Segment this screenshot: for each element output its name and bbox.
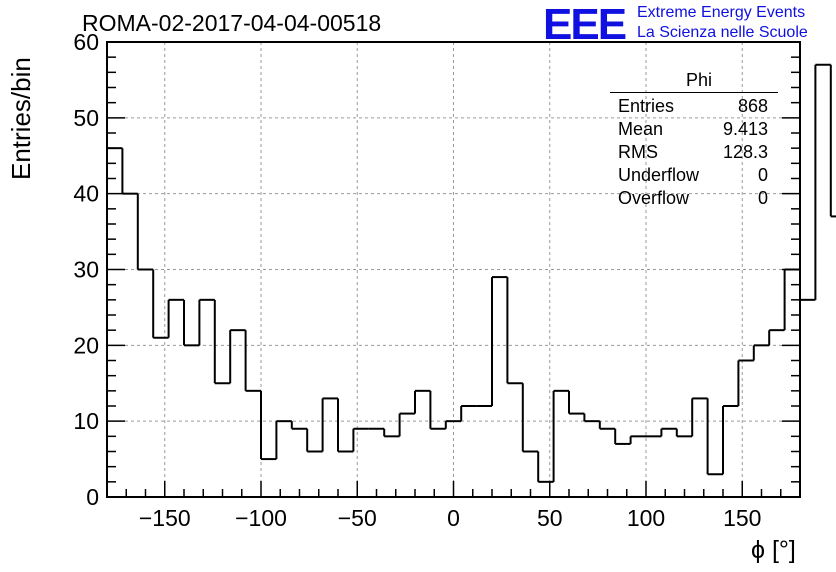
y-tick-label: 0 bbox=[86, 484, 99, 510]
x-tick-label: 50 bbox=[537, 505, 563, 531]
histogram-bin bbox=[321, 397, 338, 452]
y-axis-label: Entries/bin bbox=[6, 57, 36, 180]
stats-value: 868 bbox=[737, 96, 768, 116]
stats-title: Phi bbox=[685, 70, 712, 90]
histogram-bin bbox=[429, 390, 446, 430]
histogram-bin bbox=[244, 330, 261, 392]
eee-logo: EEE bbox=[543, 0, 627, 49]
stats-row-overflow: Overflow 0 bbox=[610, 187, 778, 210]
histogram-bin bbox=[506, 277, 523, 385]
stats-label: Entries bbox=[618, 96, 675, 116]
histogram-series bbox=[106, 63, 836, 497]
histogram-bin bbox=[722, 405, 739, 475]
histogram-bin bbox=[706, 398, 723, 476]
histogram-bin bbox=[198, 298, 215, 346]
stats-value: 9.413 bbox=[722, 119, 768, 139]
stats-value: 0 bbox=[757, 165, 768, 185]
histogram-bin bbox=[106, 147, 123, 497]
histogram-bin bbox=[829, 64, 836, 218]
stats-row-rms: RMS 128.3 bbox=[610, 141, 778, 164]
logo-caption-line2: La Scienza nelle Scuole bbox=[637, 24, 808, 41]
histogram-bin bbox=[260, 390, 277, 461]
x-tick-label: −50 bbox=[338, 505, 377, 531]
histogram-bin bbox=[121, 148, 138, 195]
x-tick-label: 150 bbox=[723, 505, 761, 531]
x-tick-label: 100 bbox=[627, 505, 665, 531]
x-tick-label: 0 bbox=[447, 505, 460, 531]
histogram-bin bbox=[352, 427, 369, 452]
histogram-bin bbox=[167, 298, 184, 338]
histogram-bin bbox=[444, 420, 462, 429]
axis-ticks bbox=[106, 41, 801, 498]
tick-labels: −150 −100 −50 0 50 100 150 0 10 20 30 40 50 60 bbox=[73, 29, 761, 531]
histogram-bin bbox=[306, 428, 323, 453]
stats-value: 0 bbox=[757, 188, 768, 208]
histogram-bin bbox=[814, 63, 831, 300]
y-tick-label: 30 bbox=[73, 257, 99, 283]
histogram-bin bbox=[460, 405, 477, 422]
histogram-bin bbox=[799, 269, 816, 301]
histogram-bin bbox=[275, 420, 292, 460]
stats-label: Mean bbox=[618, 119, 664, 139]
logo-caption-line1: Extreme Energy Events bbox=[637, 4, 806, 21]
histogram-bin bbox=[675, 428, 693, 438]
histogram-bin bbox=[337, 398, 354, 453]
histogram-bin bbox=[568, 390, 585, 415]
stats-row-entries: Entries 868 bbox=[610, 95, 778, 118]
histogram-bin bbox=[229, 329, 246, 384]
histogram-bin bbox=[183, 299, 200, 347]
stats-divider bbox=[610, 92, 778, 93]
histogram-bin bbox=[398, 412, 415, 437]
stats-box: Phi Entries 868 Mean 9.413 RMS 128.3 Und… bbox=[610, 70, 778, 210]
histogram-bin bbox=[660, 427, 677, 437]
stats-label: RMS bbox=[618, 142, 658, 162]
plot-title: ROMA-02-2017-04-04-00518 bbox=[82, 10, 382, 36]
y-tick-label: 20 bbox=[73, 332, 99, 358]
histogram-bin bbox=[383, 428, 400, 438]
histogram-bin bbox=[136, 193, 154, 271]
x-axis-label: ϕ [°] bbox=[751, 536, 796, 564]
histogram-bin bbox=[414, 389, 431, 414]
stats-label: Underflow bbox=[618, 165, 700, 185]
histogram-bin bbox=[552, 389, 569, 482]
histogram-bin bbox=[537, 451, 554, 483]
histogram-bin bbox=[598, 421, 616, 430]
histogram-bin bbox=[583, 413, 600, 423]
histogram-bin bbox=[629, 435, 646, 444]
histogram-bin bbox=[752, 344, 770, 361]
stats-row-underflow: Underflow 0 bbox=[610, 164, 778, 187]
x-tick-label: −150 bbox=[139, 505, 191, 531]
x-tick-label: −100 bbox=[235, 505, 287, 531]
histogram-bin bbox=[691, 397, 708, 437]
y-tick-label: 50 bbox=[73, 105, 99, 131]
histogram-bin bbox=[768, 329, 785, 346]
stats-label: Overflow bbox=[618, 188, 690, 208]
histogram-bin bbox=[521, 383, 539, 453]
y-tick-label: 60 bbox=[73, 29, 99, 55]
histogram-bin bbox=[491, 276, 508, 406]
stats-row-mean: Mean 9.413 bbox=[610, 118, 778, 141]
histogram-bin bbox=[737, 359, 754, 406]
histogram-bin bbox=[614, 428, 631, 445]
y-tick-label: 40 bbox=[73, 181, 99, 207]
stats-value: 128.3 bbox=[722, 142, 768, 162]
histogram-bin bbox=[290, 421, 308, 430]
histogram-bin bbox=[213, 299, 231, 385]
y-tick-label: 10 bbox=[73, 408, 99, 434]
histogram-bin bbox=[152, 269, 169, 339]
